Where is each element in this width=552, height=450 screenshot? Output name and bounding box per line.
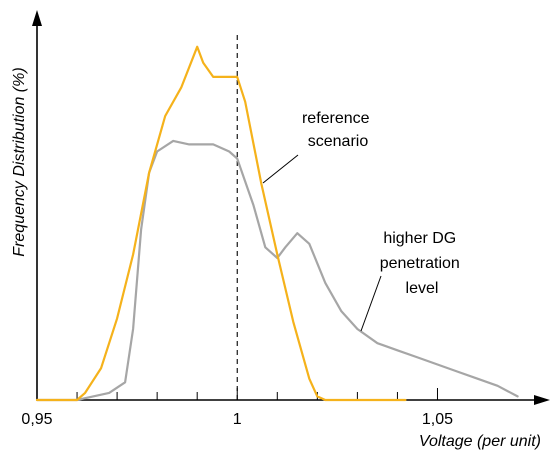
reference-annotation-leader (262, 154, 299, 184)
reference-annotation-line-2: scenario (308, 133, 369, 150)
x-tick-label: 1 (233, 411, 242, 428)
x-axis-label: Voltage (per unit) (419, 433, 541, 450)
higher-dg-annotation-line-1: higher DG (383, 230, 456, 247)
x-tick-label: 1,05 (422, 411, 453, 428)
higher-dg-annotation-leader (360, 275, 382, 332)
x-tick-label: 0,95 (21, 411, 52, 428)
y-axis-label: Frequency Distribution (%) (11, 67, 28, 256)
series-line-higher-dg (35, 139, 519, 402)
higher-dg-annotation-line-2: penetration (380, 255, 460, 272)
series-line-reference (35, 45, 407, 402)
y-axis-arrow (32, 10, 42, 26)
reference-annotation-line-1: reference (302, 110, 370, 127)
x-major-ticks (36, 388, 438, 400)
reference-annotation: reference scenario (302, 110, 374, 150)
x-axis-arrow (534, 395, 550, 405)
higher-dg-annotation-line-3: level (406, 280, 439, 297)
higher-dg-annotation: higher DG penetration level (380, 230, 465, 297)
